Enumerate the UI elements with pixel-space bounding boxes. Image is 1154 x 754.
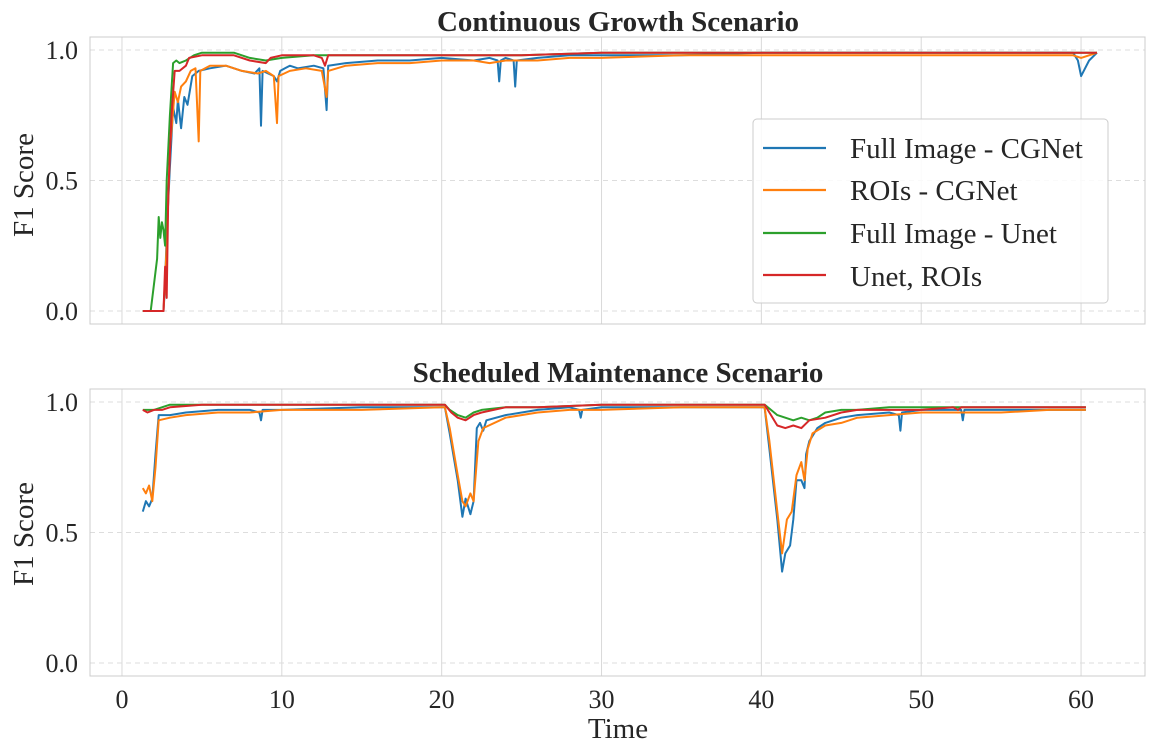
bottom-y-tick-label: 0.5 xyxy=(46,519,79,548)
legend-label-unet-rois: Unet, ROIs xyxy=(850,261,982,293)
bottom-x-tick-label: 0 xyxy=(115,685,128,714)
legend-frame xyxy=(752,118,1109,304)
bottom-axes-frame xyxy=(89,388,1146,677)
bottom-series-line-0 xyxy=(141,406,1086,573)
top-series-line-3 xyxy=(142,51,1097,312)
top-y-tick-label: 0.0 xyxy=(46,297,79,326)
bottom-x-tick-label: 30 xyxy=(589,685,615,714)
bottom-y-tick-label: 1.0 xyxy=(46,388,79,417)
top-panel: Continuous Growth Scenario F1 Score 0.0 0… xyxy=(8,6,1146,326)
legend-label-full-image-unet: Full Image - Unet xyxy=(850,218,1057,250)
bottom-panel-ylabel: F1 Score xyxy=(8,482,40,586)
bottom-panel-plot-area: 0.0 0.5 1.0 0 10 20 30 40 50 60 xyxy=(46,388,1146,714)
top-y-tick-label: 1.0 xyxy=(46,36,79,65)
bottom-x-tick-label: 50 xyxy=(908,685,934,714)
legend: Full Image - CGNet ROIs - CGNet Full Ima… xyxy=(752,118,1109,304)
bottom-panel-xlabel: Time xyxy=(588,713,648,745)
top-series-line-1 xyxy=(142,51,1098,312)
bottom-y-tick-label: 0.0 xyxy=(46,649,79,678)
bottom-panel-title: Scheduled Maintenance Scenario xyxy=(413,357,824,389)
bottom-x-tick-label: 40 xyxy=(748,685,774,714)
top-panel-title: Continuous Growth Scenario xyxy=(437,6,799,38)
bottom-series-line-1 xyxy=(141,406,1086,555)
bottom-x-tick-label: 10 xyxy=(269,685,295,714)
bottom-x-tick-label: 60 xyxy=(1068,685,1094,714)
legend-label-rois-cgnet: ROIs - CGNet xyxy=(850,175,1018,207)
bottom-series-line-3 xyxy=(142,403,1086,430)
top-axes-frame xyxy=(89,36,1146,325)
legend-label-full-image-cgnet: Full Image - CGNet xyxy=(850,133,1083,165)
bottom-x-tick-label: 20 xyxy=(429,685,455,714)
top-panel-ylabel: F1 Score xyxy=(8,133,40,237)
bottom-panel: Scheduled Maintenance Scenario F1 Score … xyxy=(8,357,1146,745)
top-y-tick-label: 0.5 xyxy=(46,167,79,196)
